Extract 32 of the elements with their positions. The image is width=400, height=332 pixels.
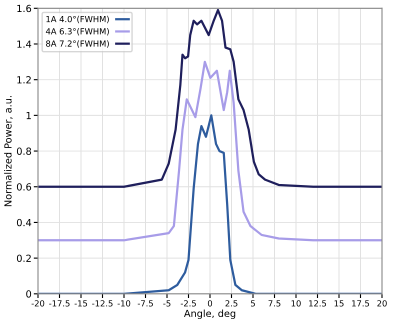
x-tick-label: 5 (250, 300, 255, 307)
x-tick-label: 15 (334, 300, 344, 307)
x-tick-label: 0 (208, 300, 212, 307)
y-tick-label: 1 (26, 112, 31, 120)
legend-label: 4A 6.3°(FWHM) (46, 28, 109, 36)
legend-label: 1A 4.0°(FWHM) (46, 16, 109, 24)
y-tick-label: 0 (26, 290, 32, 298)
x-tick-label: -7.5 (138, 300, 153, 307)
y-tick-label: 0.2 (16, 254, 31, 262)
x-tick-label: -15 (74, 300, 88, 307)
x-axis-title: Angle, deg (184, 310, 236, 319)
x-tick-label: 20 (377, 300, 387, 307)
y-tick-label: 1.2 (17, 76, 31, 84)
x-tick-label: -2.5 (180, 300, 196, 307)
line-series (38, 60, 382, 242)
y-axis-title: Normalized Power, a.u. (4, 96, 13, 206)
y-tick-label: 1.6 (17, 4, 32, 12)
x-tick-label: 10 (292, 300, 301, 307)
x-tick-label: -17.5 (49, 300, 70, 307)
x-tick-label: 17.5 (352, 300, 370, 307)
x-tick-label: -20 (32, 300, 44, 307)
x-tick-label: -12.5 (92, 300, 113, 307)
x-tick-label: -5 (163, 300, 170, 307)
x-tick-label: 12.5 (309, 300, 326, 307)
x-tick-label: 2.5 (225, 300, 238, 307)
x-tick-label: 7.5 (268, 300, 280, 307)
y-tick-label: 0.6 (16, 183, 32, 191)
x-tick-label: -10 (118, 300, 130, 307)
y-tick-label: 0.8 (16, 148, 32, 155)
y-tick-label: 0.4 (16, 218, 32, 226)
y-tick-label: 1.4 (17, 40, 32, 48)
legend-label: 8A 7.2°(FWHM) (46, 40, 109, 48)
